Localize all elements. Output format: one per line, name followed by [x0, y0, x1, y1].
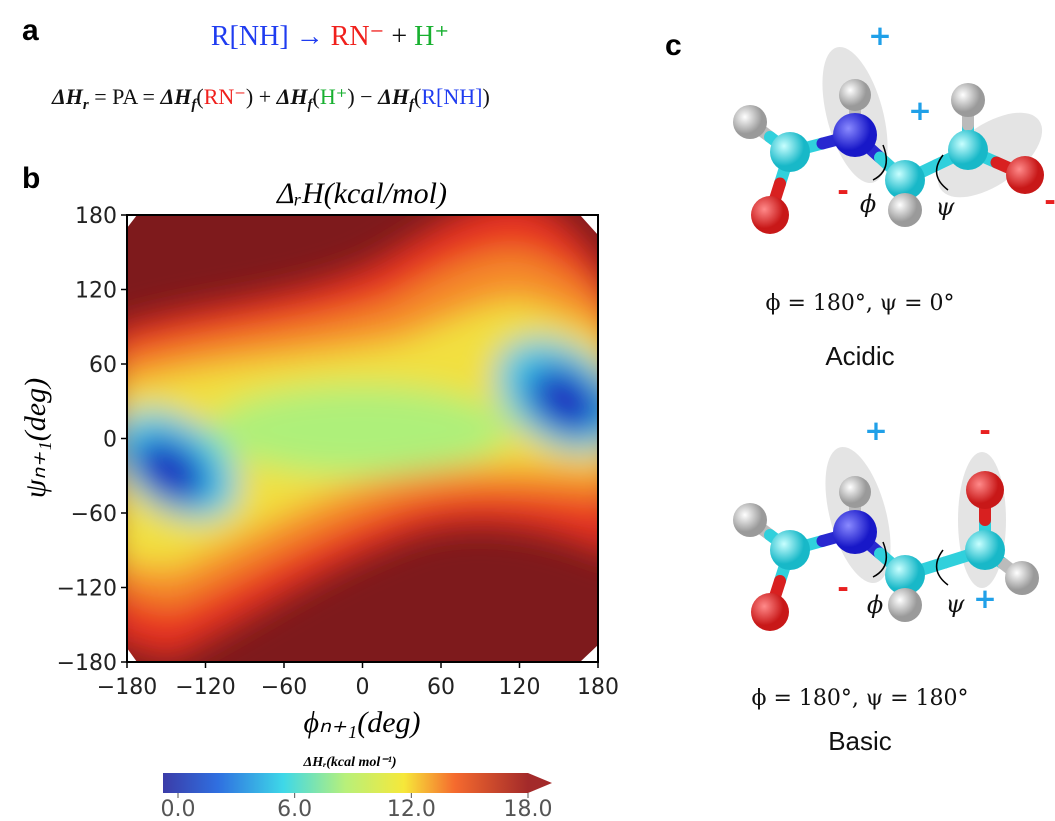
contour-field [92, 200, 645, 662]
atom [839, 476, 871, 508]
eq-part: ) − [347, 84, 378, 109]
reaction: R[NH] → RN⁻ + H⁺ [211, 21, 449, 52]
eq-part: R[NH] [421, 84, 482, 109]
eq-part: ΔH [51, 84, 84, 109]
colorbar [163, 773, 528, 793]
dihedral-label: ϕ [867, 591, 883, 619]
x-tick-label: 60 [427, 675, 455, 700]
eq-part: ) [482, 84, 489, 109]
x-tick-label: −60 [261, 675, 307, 700]
eq-part: ΔH [377, 84, 410, 109]
charge-sign: - [1044, 184, 1055, 217]
colorbar-tick-label: 12.0 [387, 797, 436, 821]
y-tick-label: 120 [75, 279, 117, 304]
panel-label: c [665, 29, 682, 62]
colorbar-tick-label: 6.0 [277, 797, 312, 821]
atom [966, 471, 1004, 509]
eq-part: ( [313, 84, 320, 109]
charge-sign: + [864, 414, 887, 447]
eq-part: ( [196, 84, 203, 109]
atom [833, 510, 877, 554]
eq-part: ΔH [276, 84, 309, 109]
atom [951, 83, 985, 117]
atom [751, 593, 789, 631]
eq-part: ) + [246, 84, 277, 109]
x-tick-label: 0 [356, 675, 370, 700]
atom [888, 588, 922, 622]
atom [1006, 156, 1044, 194]
charge-sign: + [973, 582, 996, 615]
x-tick-label: −180 [97, 675, 157, 700]
reaction-part: RN⁻ [331, 21, 385, 52]
dihedral-label: ψ [936, 193, 956, 221]
atom [839, 79, 871, 111]
eq-part: ΔH [159, 84, 192, 109]
reaction-part: H⁺ [414, 21, 449, 52]
atom [833, 113, 877, 157]
charge-sign: - [979, 414, 991, 447]
eq-part: RN⁻ [204, 84, 246, 109]
colorbar-extension [528, 773, 552, 793]
atom [733, 503, 767, 537]
charge-sign: + [908, 94, 931, 127]
x-tick-label: 120 [499, 675, 541, 700]
y-tick-label: −180 [57, 651, 117, 676]
atom [1005, 561, 1039, 595]
colorbar-tick-label: 18.0 [504, 797, 553, 821]
eq-part: ( [414, 84, 421, 109]
y-tick-label: 60 [89, 353, 117, 378]
y-tick-label: 0 [103, 428, 117, 453]
molecule-name: Acidic [825, 341, 894, 371]
x-tick-label: 180 [577, 675, 619, 700]
charge-sign: - [837, 571, 849, 604]
dihedral-label: ψ [946, 590, 966, 618]
x-tick-label: −120 [175, 675, 235, 700]
eq-part: H⁺ [320, 84, 348, 109]
reaction-part: + [384, 21, 414, 52]
angle-caption: ϕ = 180°, ψ = 180° [751, 686, 968, 711]
y-tick-label: −120 [57, 577, 117, 602]
charge-sign: - [837, 174, 849, 207]
colorbar-ticks: 0.0 6.0 12.0 18.0 [161, 793, 553, 821]
atom [948, 130, 988, 170]
atom [770, 132, 810, 172]
atom [733, 105, 767, 139]
panel-label: a [22, 14, 39, 47]
charge-sign: + [868, 19, 891, 52]
atom [751, 196, 789, 234]
atom [888, 193, 922, 227]
chart-title: ΔᵣH(kcal/mol) [276, 177, 447, 210]
y-axis-label: ψₙ₊₁(deg) [19, 378, 52, 498]
reaction-part: R[NH] → [211, 21, 331, 52]
equation: ΔHr = PA = ΔHf(RN⁻) + ΔHf(H⁺) − ΔHf(R[NH… [51, 84, 490, 113]
colorbar-label: ΔHᵣ(kcal mol⁻¹) [302, 755, 396, 770]
eq-part: = PA = [89, 84, 161, 109]
y-tick-label: 180 [75, 204, 117, 229]
molecule-name: Basic [828, 726, 892, 756]
dihedral-label: ϕ [860, 190, 876, 218]
colorbar-tick-label: 0.0 [161, 797, 196, 821]
figure: a R[NH] → RN⁻ + H⁺ ΔHr = PA = ΔHf(RN⁻) +… [0, 0, 1055, 821]
angle-caption: ϕ = 180°, ψ = 0° [765, 291, 954, 316]
atom [770, 530, 810, 570]
y-tick-label: −60 [71, 502, 117, 527]
x-axis-label: ϕₙ₊₁(deg) [303, 706, 420, 739]
atom [965, 530, 1005, 570]
panel-label: b [22, 162, 40, 195]
